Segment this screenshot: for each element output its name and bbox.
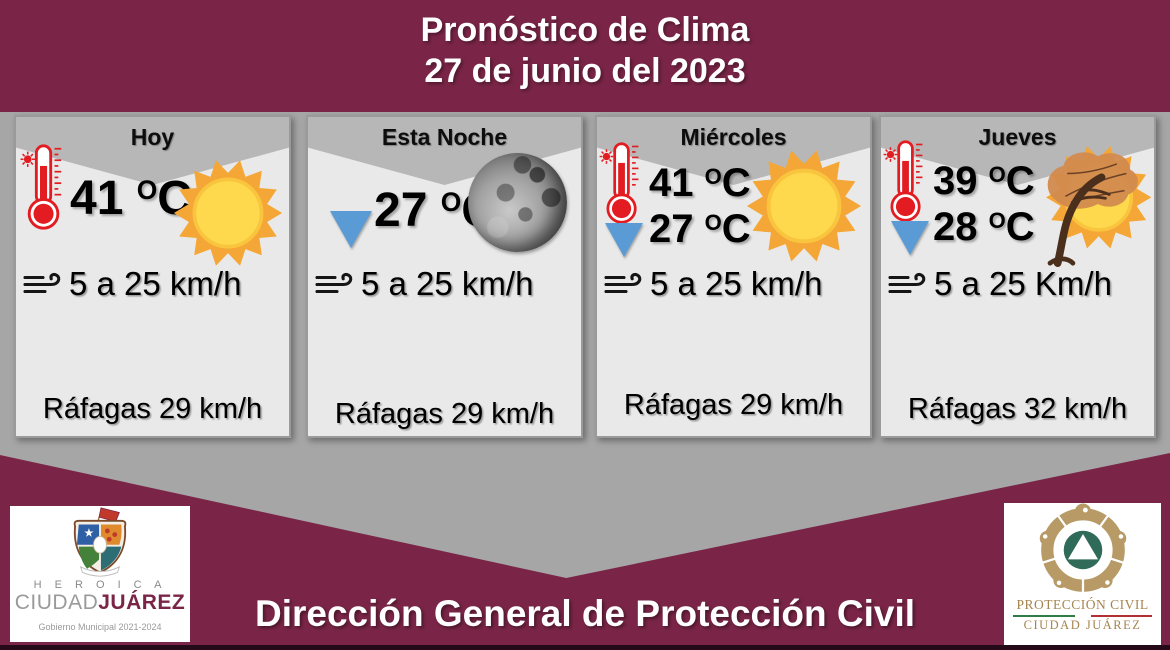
city-crest-icon	[73, 507, 127, 577]
degree-sup: O	[704, 163, 722, 189]
low-temperature: 27 OC	[649, 209, 751, 249]
temp-value: 39	[933, 159, 978, 203]
day-label: Hoy	[130, 124, 175, 150]
wind-speed-text: 5 a 25 Km/h	[934, 265, 1112, 302]
gusts-text: Ráfagas 29 km/h	[623, 389, 844, 421]
gusts-text: Ráfagas 29 km/h	[42, 393, 263, 425]
page-date: 27 de junio del 2023	[424, 51, 746, 90]
temp-value: 27	[649, 207, 694, 251]
down-triangle-icon	[330, 211, 372, 248]
day-label: Esta Noche	[381, 124, 508, 150]
wind-icon	[604, 272, 642, 294]
ciudad-juarez-text: CIUDADJUÁREZ	[15, 592, 186, 613]
forecast-card-esta-noche: Esta Noche 27 OC 5 a 25 km/h Ráfagas 29 …	[306, 115, 583, 438]
thermometer-icon	[883, 140, 923, 222]
temp-unit: C	[721, 207, 751, 251]
red-line	[1090, 615, 1152, 617]
page-title: Pronóstico de Clima	[420, 11, 750, 49]
temp-unit: C	[1005, 205, 1035, 249]
footer-title: Dirección General de Protección Civil	[254, 593, 916, 634]
windy-tree-sun-icon	[1029, 141, 1155, 267]
wind-speed-row: 5 a 25 km/h	[314, 265, 533, 303]
flag-divider	[1013, 615, 1152, 617]
day-label: Miércoles	[680, 124, 787, 150]
ciudad-juarez-small-text: CIUDAD JUÁREZ	[1023, 618, 1142, 632]
sun-icon	[745, 147, 863, 265]
degree-sup: O	[988, 161, 1006, 187]
down-triangle-icon	[605, 223, 643, 257]
temp-unit: C	[721, 161, 751, 205]
degree-sup: O	[136, 175, 158, 206]
wind-speed-text: 5 a 25 km/h	[650, 265, 823, 302]
gusts-text: Ráfagas 32 km/h	[907, 393, 1128, 425]
heroica-text: H E R O I C A	[33, 579, 167, 591]
wind-icon	[888, 272, 926, 294]
juarez-text: JUÁREZ	[98, 591, 186, 614]
degree-sup: O	[988, 207, 1006, 233]
forecast-card-hoy: Hoy	[14, 115, 291, 438]
proteccion-civil-text: PROTECCIÓN CIVIL	[1016, 597, 1149, 612]
degree-sup: O	[440, 187, 462, 218]
ciudad-text: CIUDAD	[14, 591, 99, 614]
bottom-edge-strip	[0, 645, 1170, 650]
thermometer-icon	[20, 144, 62, 230]
wind-speed-text: 5 a 25 km/h	[361, 265, 534, 302]
wind-icon	[23, 272, 61, 294]
gobierno-text: Gobierno Municipal 2021-2024	[38, 622, 162, 632]
ciudad-juarez-logo: H E R O I C A CIUDADJUÁREZ Gobierno Muni…	[10, 506, 190, 642]
wind-speed-row: 5 a 25 Km/h	[887, 265, 1112, 303]
wind-icon	[315, 272, 353, 294]
forecast-card-jueves: Jueves	[879, 115, 1156, 438]
down-triangle-icon	[891, 221, 929, 255]
moon-icon	[468, 153, 567, 252]
thermometer-icon	[599, 142, 639, 224]
temp-unit: C	[1005, 159, 1035, 203]
green-line	[1013, 615, 1075, 617]
temp-value: 41	[70, 172, 124, 225]
proteccion-civil-emblem-icon	[1037, 503, 1128, 597]
proteccion-civil-logo: PROTECCIÓN CIVIL CIUDAD JUÁREZ	[1004, 503, 1161, 647]
degree-sup: O	[704, 209, 722, 235]
high-temperature: 39 OC	[933, 161, 1035, 201]
temp-value: 28	[933, 205, 978, 249]
temp-value: 41	[649, 161, 694, 205]
day-label: Jueves	[978, 124, 1057, 150]
wind-speed-row: 5 a 25 km/h	[22, 265, 241, 303]
forecast-card-miercoles: Miércoles	[595, 115, 872, 438]
header-banner: Pronóstico de Clima 27 de junio del 2023	[0, 0, 1170, 112]
sun-icon	[172, 157, 284, 269]
temp-value: 27	[374, 184, 428, 237]
wind-speed-row: 5 a 25 km/h	[603, 265, 822, 303]
gusts-text: Ráfagas 29 km/h	[334, 398, 555, 430]
high-temperature: 41 OC	[649, 163, 751, 203]
wind-speed-text: 5 a 25 km/h	[69, 265, 242, 302]
low-temperature: 28 OC	[933, 207, 1035, 247]
